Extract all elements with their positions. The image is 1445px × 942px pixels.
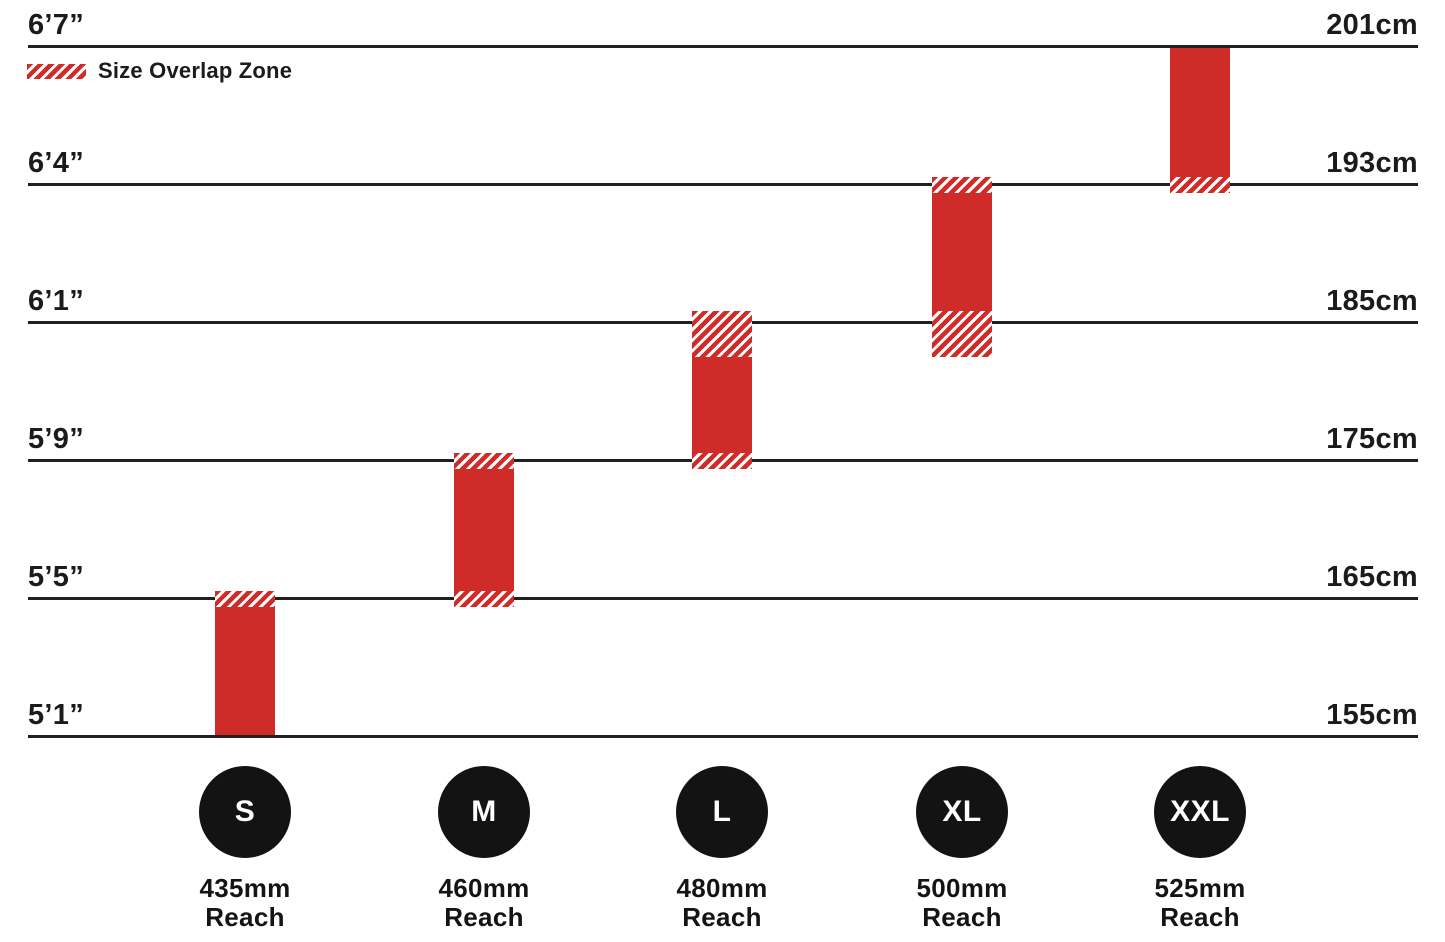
reach-value-XL: 500mm: [916, 873, 1008, 903]
bar-XL-range: [932, 193, 992, 311]
bar-S-range: [215, 607, 275, 735]
reach-value-XXL: 525mm: [1154, 873, 1246, 903]
tick-metric: 155cm: [1326, 699, 1418, 731]
bar-L-overlap-zone: [692, 453, 752, 469]
reach-caption-XXL: Reach: [1160, 902, 1240, 932]
height-gridline: [28, 597, 1418, 600]
height-gridline: [28, 183, 1418, 186]
size-badge-S: S: [199, 766, 291, 858]
size-badge-XL: XL: [916, 766, 1008, 858]
height-gridline: [28, 45, 1418, 48]
tick-imperial: 5’1”: [28, 699, 85, 731]
reach-caption-M: Reach: [444, 902, 524, 932]
reach-caption-XL: Reach: [922, 902, 1002, 932]
bar-M-overlap-zone: [454, 591, 514, 607]
bar-XL-overlap-zone: [932, 311, 992, 357]
reach-caption-L: Reach: [682, 902, 762, 932]
size-overlap-hatch-swatch-icon: [27, 63, 86, 79]
height-gridline: [28, 735, 1418, 738]
tick-metric: 185cm: [1326, 285, 1418, 317]
tick-imperial: 6’7”: [28, 9, 85, 41]
reach-caption-S: Reach: [205, 902, 285, 932]
bar-XXL-overlap-zone: [1170, 177, 1230, 193]
bar-S-overlap-zone: [215, 591, 275, 607]
legend: Size Overlap Zone: [27, 58, 292, 84]
tick-metric: 165cm: [1326, 561, 1418, 593]
tick-imperial: 6’4”: [28, 147, 85, 179]
reach-value-S: 435mm: [199, 873, 291, 903]
bar-L-overlap-zone: [692, 311, 752, 357]
tick-metric: 193cm: [1326, 147, 1418, 179]
bar-L-range: [692, 357, 752, 453]
bar-XL-overlap-zone: [932, 177, 992, 193]
legend-label: Size Overlap Zone: [98, 58, 293, 83]
bar-XXL-range: [1170, 48, 1230, 177]
size-badge-XXL: XXL: [1154, 766, 1246, 858]
tick-metric: 201cm: [1326, 9, 1418, 41]
size-badge-L: L: [676, 766, 768, 858]
bar-M-range: [454, 469, 514, 591]
reach-value-M: 460mm: [438, 873, 530, 903]
bar-M-overlap-zone: [454, 453, 514, 469]
size-badge-M: M: [438, 766, 530, 858]
tick-metric: 175cm: [1326, 423, 1418, 455]
tick-imperial: 5’9”: [28, 423, 85, 455]
reach-value-L: 480mm: [676, 873, 768, 903]
tick-imperial: 5’5”: [28, 561, 85, 593]
tick-imperial: 6’1”: [28, 285, 85, 317]
